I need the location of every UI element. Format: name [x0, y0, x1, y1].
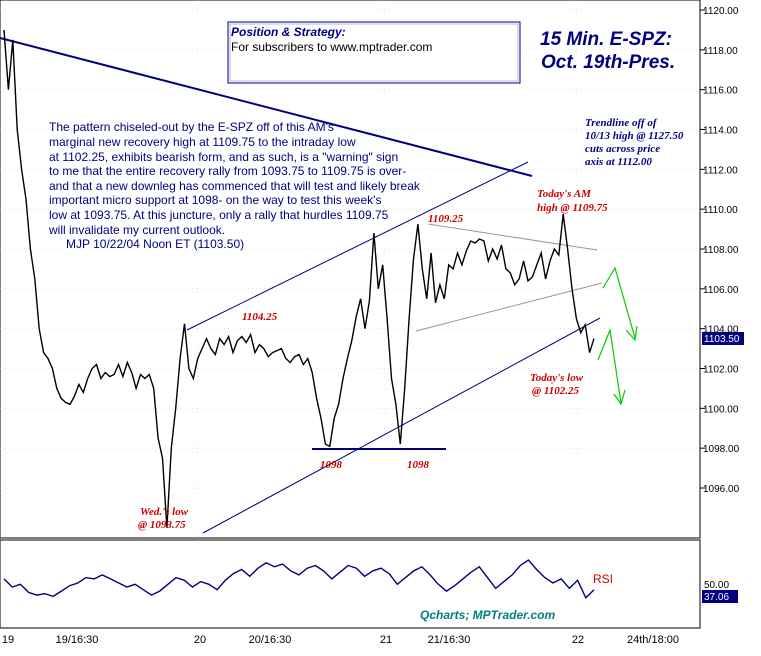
- annotation-am-high-value: high @ 1109.75: [537, 202, 608, 214]
- y-tick-label: 1102.00: [703, 365, 739, 376]
- y-tick-label: 1116.00: [703, 86, 738, 97]
- x-tick-label: 22: [572, 634, 584, 646]
- y-tick-label: 1110.00: [703, 205, 738, 216]
- rsi-series-line: [3, 559, 595, 599]
- trendline-note-line: Trendline off of: [585, 117, 658, 129]
- commentary-line: The pattern chiseled-out by the E-SPZ of…: [49, 120, 334, 134]
- projection-arrow-upper-head: [625, 325, 638, 342]
- trendline-note-line: cuts across price: [585, 143, 660, 155]
- commentary-line: low at 1093.75. At this juncture, only a…: [49, 208, 389, 222]
- rsi-tick-50: 50.00: [704, 580, 729, 591]
- wedge-upper-line: [427, 223, 598, 251]
- y-tick-label: 1114.00: [703, 126, 738, 137]
- commentary-line: at 1102.25, exhibits bearish form, and a…: [49, 150, 398, 164]
- position-strategy-body: For subscribers to www.mptrader.com: [231, 40, 432, 54]
- price-series-line: [3, 29, 595, 528]
- channel-upper-line: [186, 161, 529, 331]
- position-strategy-box: [227, 21, 521, 84]
- chart-credit: Qcharts; MPTrader.com: [420, 608, 555, 622]
- chart-subtitle: Oct. 19th-Pres.: [541, 52, 675, 73]
- commentary-signature: MJP 10/22/04 Noon ET (1103.50): [66, 237, 244, 251]
- annotation-am-high: Today's AM: [537, 188, 592, 200]
- annotation-1098-left: 1098: [320, 459, 343, 471]
- y-axis: 1120.00 1118.00 1116.00 1114.00 1112.00 1110.…: [700, 6, 740, 495]
- commentary-line: will invalidate my current outlook.: [48, 223, 225, 237]
- rsi-panel: [0, 539, 701, 629]
- last-price-value: 1103.50: [704, 334, 740, 345]
- projection-arrow-lower: [597, 327, 622, 404]
- chart-title: 15 Min. E-SPZ:: [540, 29, 672, 50]
- y-tick-label: 1118.00: [703, 46, 738, 57]
- position-strategy-title: Position & Strategy:: [231, 25, 346, 39]
- y-tick-label: 1104.00: [703, 325, 739, 336]
- x-tick-label: 24th/18:00: [627, 634, 679, 646]
- wedge-lower-line: [415, 282, 603, 332]
- annotation-todays-low-value: @ 1102.25: [532, 385, 580, 397]
- trendlines: [0, 37, 603, 534]
- long-term-trendline: [0, 37, 533, 177]
- annotation-1109-25: 1109.25: [428, 213, 464, 225]
- y-tick-label: 1108.00: [703, 245, 739, 256]
- rsi-value-tag: [702, 590, 738, 603]
- x-tick-label: 19/16:30: [56, 634, 99, 646]
- annotation-wed-low-value: @ 1093.75: [138, 519, 186, 531]
- x-tick-label: 21: [380, 634, 392, 646]
- projection-arrow-upper: [602, 266, 636, 339]
- annotation-1098-right: 1098: [407, 459, 430, 471]
- commentary-line: important micro support at 1098- on the …: [49, 193, 381, 207]
- y-tick-label: 1098.00: [703, 444, 740, 455]
- y-tick-label: 1120.00: [703, 6, 739, 17]
- commentary-line: to me that the entire recovery rally fro…: [49, 164, 406, 178]
- y-tick-label: 1106.00: [703, 285, 739, 296]
- position-strategy-box-inner: [229, 23, 519, 82]
- projection-arrows: [597, 266, 638, 406]
- y-tick-label: 1096.00: [703, 484, 740, 495]
- x-tick-label: 20: [194, 634, 206, 646]
- grid: [0, 0, 700, 628]
- annotation-todays-low: Today's low: [530, 372, 584, 384]
- trendline-note-line: axis at 1112.00: [585, 156, 652, 168]
- annotation-wed-low: Wed.'s low: [140, 506, 189, 518]
- commentary-line: and that a new downleg has commenced tha…: [49, 179, 421, 193]
- x-tick-label: 21/16:30: [428, 634, 471, 646]
- trendline-note-line: 10/13 high @ 1127.50: [585, 130, 684, 142]
- annotation-1104-25: 1104.25: [242, 311, 278, 323]
- x-tick-label: 19: [2, 634, 14, 646]
- price-annotations: 1104.25 1109.25 1098 1098 Wed.'s low @ 1…: [138, 188, 608, 531]
- commentary-line: marginal new recovery high at 1109.75 to…: [49, 135, 356, 149]
- y-tick-label: 1112.00: [703, 165, 738, 176]
- last-price-tag: [702, 332, 744, 345]
- y-tick-label: 1100.00: [703, 404, 739, 415]
- trendline-note: Trendline off of 10/13 high @ 1127.50 cu…: [585, 117, 684, 168]
- commentary: The pattern chiseled-out by the E-SPZ of…: [48, 120, 421, 251]
- x-axis: 19 19/16:30 20 20/16:30 21 21/16:30 22 24th/18:…: [2, 634, 679, 646]
- rsi-last-value: 37.06: [704, 592, 729, 603]
- x-tick-label: 20/16:30: [249, 634, 292, 646]
- projection-arrow-lower-head: [613, 389, 626, 406]
- rsi-legend-label: RSI: [593, 572, 613, 586]
